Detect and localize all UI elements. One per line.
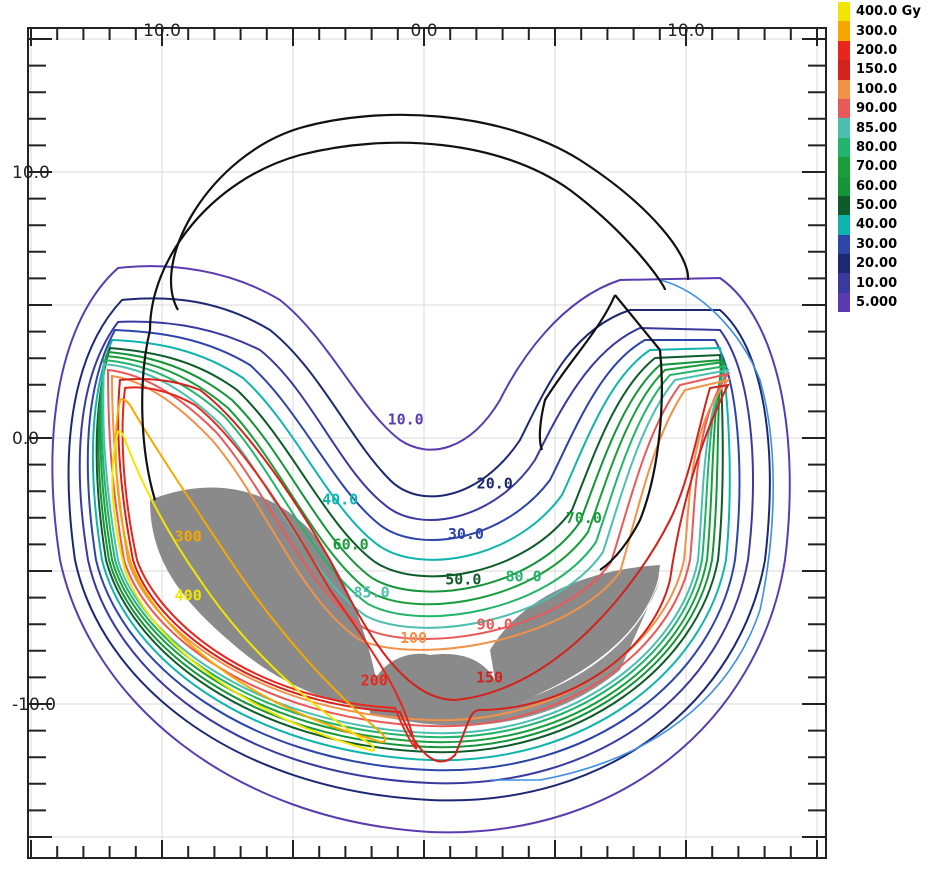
- legend-label: 10.00: [856, 275, 898, 291]
- x-tick-label: 10.0: [667, 21, 705, 41]
- legend-entry: 10.00: [838, 273, 943, 293]
- legend-entry: 150.0: [838, 60, 943, 80]
- legend-label: 85.00: [856, 120, 898, 136]
- contour-label: 85.0: [354, 584, 390, 602]
- contour-label: 100: [400, 629, 427, 647]
- shaded-region-left: [150, 487, 420, 710]
- axes-frame: 10.0 0.0 10.0 10.0 0.0 -10.0: [12, 21, 827, 859]
- legend-swatch: [838, 21, 850, 41]
- legend-label: 30.00: [856, 236, 898, 252]
- legend-swatch: [838, 98, 850, 119]
- legend-label: 100.0: [856, 81, 898, 97]
- legend-swatch: [838, 292, 850, 313]
- structure-left-arc: [141, 329, 157, 501]
- contour-label: 300: [175, 528, 202, 546]
- structure-inner-circle: [148, 141, 667, 331]
- legend-label: 400.0 Gy: [856, 4, 921, 20]
- contour-5: [51, 265, 791, 834]
- contour-200: [121, 386, 418, 750]
- contour-label: 200: [361, 671, 388, 689]
- isodose-contours: [51, 265, 791, 834]
- legend-label: 60.00: [856, 178, 898, 194]
- contour-label: 80.0: [505, 568, 541, 586]
- contour-300: [114, 398, 386, 743]
- legend-swatch: [838, 195, 850, 216]
- legend-label: 90.00: [856, 101, 898, 117]
- structure-right-line: [599, 294, 663, 571]
- legend-swatch: [838, 118, 850, 138]
- legend-entry: 5.000: [838, 292, 943, 313]
- legend-label: 80.00: [856, 139, 898, 155]
- legend-label: 150.0: [856, 62, 898, 78]
- contour-label: 30.0: [448, 525, 484, 543]
- isodose-plot: 10.0 20.0 30.0 40.0 60.0 50.0 70.0 80.0 85.0 90.0…: [12, 21, 827, 859]
- x-tick-label: 10.0: [143, 21, 181, 41]
- contour-label: 10.0: [388, 411, 424, 429]
- legend-entry: 85.00: [838, 118, 943, 138]
- legend-entry: 80.00: [838, 137, 943, 158]
- contour-outer-light-blue: [490, 279, 774, 781]
- contour-label: 90.0: [477, 616, 513, 634]
- legend-swatch: [838, 40, 850, 61]
- y-tick-label: 0.0: [12, 429, 39, 449]
- contour-400: [111, 430, 376, 752]
- legend-label: 300.0: [856, 23, 898, 39]
- legend-swatch: [838, 254, 850, 274]
- legend-label: 5.000: [856, 295, 898, 311]
- contour-100: [110, 374, 731, 722]
- contour-label: 60.0: [333, 536, 369, 554]
- legend-entry: 30.00: [838, 234, 943, 255]
- legend-entry: 200.0: [838, 40, 943, 61]
- contour-label: 40.0: [322, 491, 358, 509]
- y-tick-label: 10.0: [12, 163, 50, 183]
- contour-labels: 10.0 20.0 30.0 40.0 60.0 50.0 70.0 80.0 85.0 90.0…: [175, 411, 602, 690]
- plot-frame: [27, 27, 827, 859]
- legend-label: 50.00: [856, 198, 898, 214]
- legend-entry: 400.0 Gy: [838, 2, 943, 22]
- contour-60: [97, 350, 724, 749]
- contour-20: [78, 320, 754, 785]
- legend-label: 70.00: [856, 159, 898, 175]
- legend-label: 20.00: [856, 256, 898, 272]
- legend-entry: 50.00: [838, 195, 943, 216]
- legend-swatch: [838, 273, 850, 293]
- contour-label: 50.0: [445, 570, 481, 588]
- structure-outlines: [141, 113, 690, 571]
- grid-lines: [28, 28, 826, 858]
- legend-entry: 300.0: [838, 21, 943, 41]
- legend-swatch: [838, 137, 850, 158]
- legend-entry: 40.00: [838, 215, 943, 235]
- legend-entry: 70.00: [838, 157, 943, 177]
- contour-150: [117, 378, 730, 763]
- colorbar-legend: 400.0 Gy 300.0 200.0 150.0 100.0 90.00 85.00 80…: [838, 2, 943, 313]
- structure-right-diagonal: [538, 294, 617, 451]
- contour-40: [91, 338, 731, 762]
- legend-swatch: [838, 215, 850, 235]
- legend-label: 40.00: [856, 217, 898, 233]
- contour-10: [67, 297, 771, 802]
- contour-label: 150: [476, 669, 503, 687]
- contour-50: [95, 346, 724, 754]
- legend-swatch: [838, 79, 850, 99]
- x-tick-label: 0.0: [410, 21, 437, 41]
- legend-entry: 90.00: [838, 98, 943, 119]
- contour-label: 20.0: [477, 475, 513, 493]
- legend-swatch: [838, 2, 850, 22]
- contour-label: 400: [175, 586, 202, 604]
- legend-label: 200.0: [856, 42, 898, 58]
- structure-outer-circle: [169, 113, 690, 311]
- legend-entry: 100.0: [838, 79, 943, 99]
- legend-entry: 20.00: [838, 254, 943, 274]
- legend-swatch: [838, 176, 850, 196]
- legend-swatch: [838, 157, 850, 177]
- y-tick-label: -10.0: [12, 695, 56, 715]
- legend-swatch: [838, 234, 850, 255]
- contour-label: 70.0: [566, 509, 602, 527]
- legend-swatch: [838, 60, 850, 80]
- legend-entry: 60.00: [838, 176, 943, 196]
- contour-30: [86, 328, 741, 772]
